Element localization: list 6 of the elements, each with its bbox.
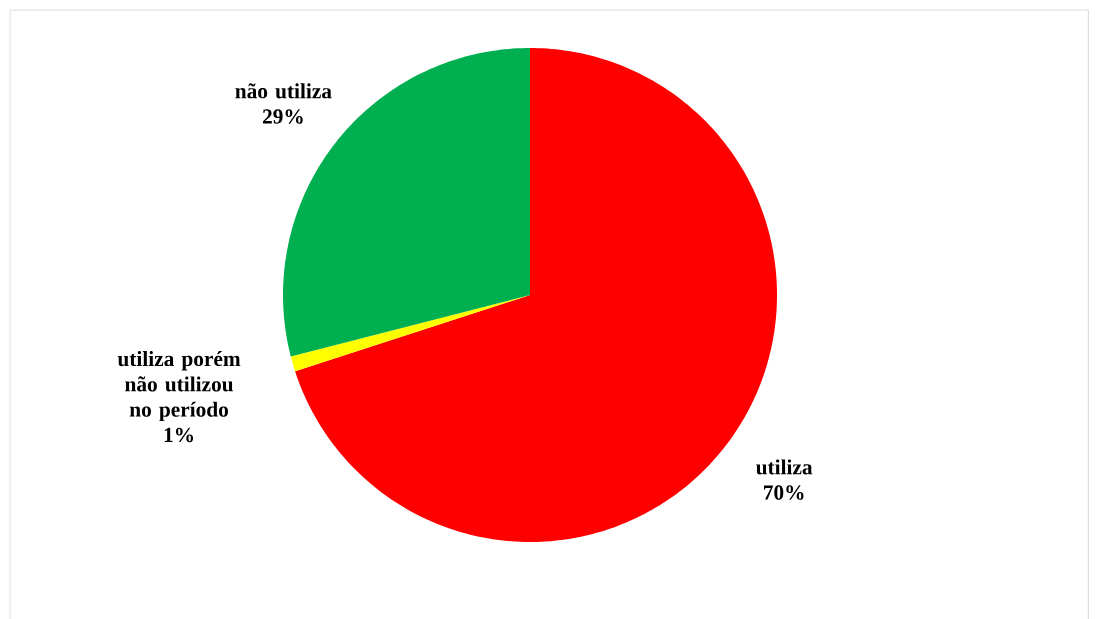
data-label: 70%	[764, 485, 804, 500]
slice-label: utiliza	[755, 459, 813, 475]
slice-label: não utiliza	[235, 83, 332, 99]
slice-label: utiliza porém não utilizou no período	[117, 351, 241, 422]
data-label: 1%	[164, 427, 194, 443]
data-label: 29%	[262, 109, 303, 124]
